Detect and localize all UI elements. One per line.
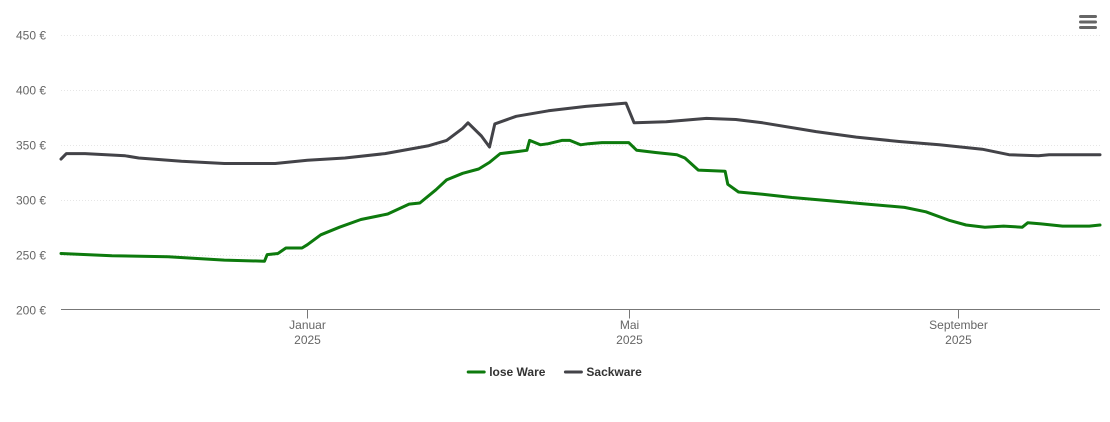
x-tick-year-label: 2025 bbox=[294, 333, 321, 347]
legend-label: lose Ware bbox=[489, 365, 546, 379]
x-tick-month-label: September bbox=[929, 318, 988, 332]
x-tick-month-label: Mai bbox=[620, 318, 639, 332]
legend-item-0[interactable]: lose Ware bbox=[466, 365, 546, 379]
hamburger-menu-icon bbox=[1079, 15, 1097, 29]
y-tick-label: 250 € bbox=[16, 249, 46, 263]
y-axis-ticks: 200 € 250 € 300 € 350 € 400 € 450 € bbox=[16, 29, 46, 318]
legend[interactable]: lose Ware Sackware bbox=[466, 365, 642, 379]
y-tick-label: 450 € bbox=[16, 29, 46, 43]
series-line-1[interactable] bbox=[59, 101, 1102, 165]
legend-label: Sackware bbox=[586, 365, 642, 379]
y-tick-label: 200 € bbox=[16, 304, 46, 318]
legend-item-1[interactable]: Sackware bbox=[563, 365, 642, 379]
y-tick-label: 350 € bbox=[16, 139, 46, 153]
series-lines bbox=[59, 101, 1102, 263]
x-tick-month-label: Januar bbox=[289, 318, 326, 332]
y-tick-label: 300 € bbox=[16, 194, 46, 208]
y-tick-label: 400 € bbox=[16, 84, 46, 98]
chart-menu-button[interactable] bbox=[1075, 10, 1101, 34]
series-line-0[interactable] bbox=[59, 138, 1102, 263]
x-tick-year-label: 2025 bbox=[945, 333, 972, 347]
x-tick-year-label: 2025 bbox=[616, 333, 643, 347]
